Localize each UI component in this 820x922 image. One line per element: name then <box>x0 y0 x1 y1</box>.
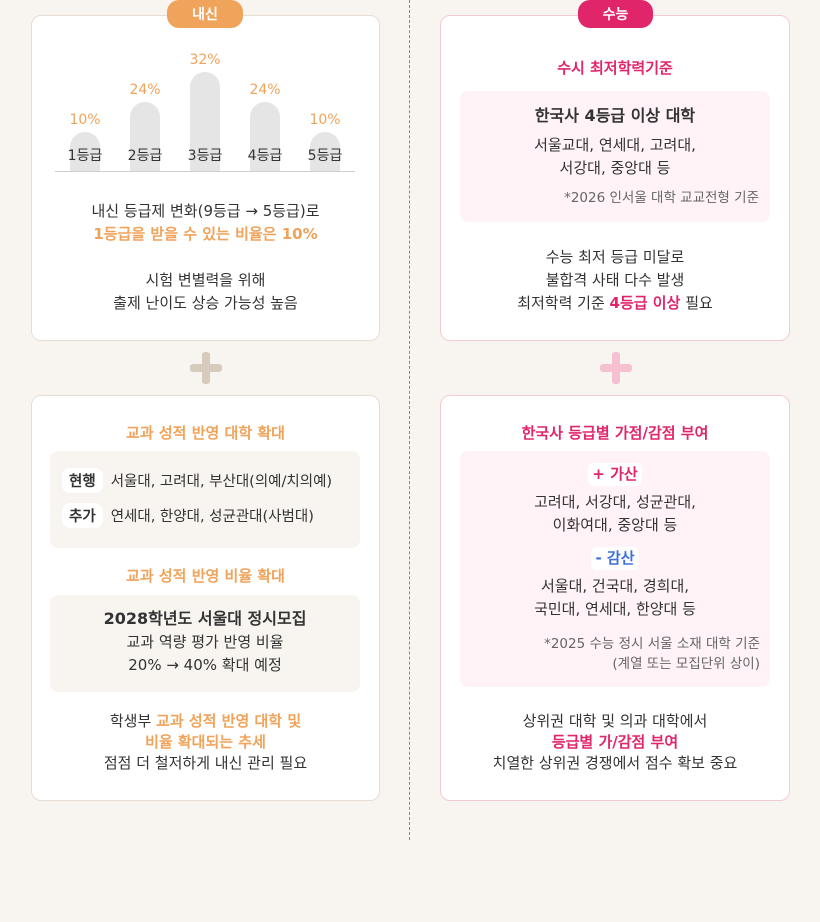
bar-grade-5 <box>310 132 340 172</box>
gyogwa-desc-1: 학생부 교과 성적 반영 대학 및 <box>31 710 380 733</box>
naesin-desc-1: 내신 등급제 변화(9등급 → 5등급)로 <box>91 202 320 220</box>
bar-grade-2 <box>130 102 160 172</box>
suneung-desc-1: 수능 최저 등급 미달로 <box>545 248 685 266</box>
history-desc-1: 상위권 대학 및 의과 대학에서 <box>522 712 708 730</box>
gyogwa-row-current-label: 현행 <box>62 468 103 493</box>
suneung-tag: 수능 <box>578 0 653 28</box>
bar-label-1: 1등급 <box>67 148 103 164</box>
history-plus-label: + 가산 <box>588 463 642 486</box>
bar-label-3: 3등급 <box>187 148 223 164</box>
bar-pct-4: 24% <box>249 82 281 98</box>
history-desc-2: 등급별 가/감점 부여 <box>551 733 679 751</box>
suneung-box-line-2: 서강대, 중앙대 등 <box>559 159 671 177</box>
history-minus-line-1: 서울대, 건국대, 경희대, <box>540 577 690 595</box>
gyogwa-desc-2: 비율 확대되는 추세 <box>145 733 266 751</box>
gyogwa-heading-2: 교과 성적 반영 비율 확대 <box>126 567 285 585</box>
gyogwa-box2-line-1: 교과 역량 평가 반영 비율 <box>126 633 284 651</box>
gyogwa-desc-1-pre: 학생부 <box>109 712 157 730</box>
gyogwa-university-box: 현행 서울대, 고려대, 부산대(의예/치의예) 추가 연세대, 한양대, 성균… <box>50 451 360 548</box>
naesin-tag: 내신 <box>167 0 243 28</box>
naesin-desc-2: 1등급을 받을 수 있는 비율은 10% <box>93 225 318 243</box>
bar-label-5: 5등급 <box>307 148 343 164</box>
center-divider <box>409 0 410 840</box>
history-plus-row: + 가산 <box>460 463 770 486</box>
plus-icon-right <box>600 352 632 384</box>
history-plus-line-2: 이화여대, 중앙대 등 <box>552 516 678 534</box>
gyogwa-row-current-text: 서울대, 고려대, 부산대(의예/치의예) <box>110 474 333 490</box>
gyogwa-heading-1: 교과 성적 반영 대학 확대 <box>126 424 285 442</box>
suneung-desc-3-post: 필요 <box>680 294 713 312</box>
naesin-card <box>31 15 380 341</box>
history-plus-line-1: 고려대, 서강대, 성균관대, <box>534 493 696 511</box>
suneung-heading: 수시 최저학력기준 <box>557 59 673 77</box>
history-note-2: (계열 또는 모집단위 상이) <box>612 656 760 672</box>
history-minus-label: - 감산 <box>591 547 639 570</box>
grade-distribution-chart: 10% 1등급 24% 2등급 32% 3등급 24% 4등급 10% 5등급 <box>55 50 355 172</box>
history-minus-row: - 감산 <box>460 547 770 570</box>
history-minus-line-2: 국민대, 연세대, 한양대 등 <box>534 600 696 618</box>
gyogwa-row-added: 추가 연세대, 한양대, 성균관대(사범대) <box>62 503 314 528</box>
gyogwa-box2-line-2: 20% → 40% 확대 예정 <box>128 656 282 674</box>
bar-pct-1: 10% <box>69 112 101 128</box>
bar-pct-5: 10% <box>309 112 341 128</box>
suneung-desc-3-highlight: 4등급 이상 <box>609 294 681 312</box>
gyogwa-row-added-label: 추가 <box>62 503 103 528</box>
gyogwa-desc-3: 점점 더 철저하게 내신 관리 필요 <box>103 754 308 772</box>
bar-label-4: 4등급 <box>247 148 283 164</box>
gyogwa-desc-1-highlight: 교과 성적 반영 대학 및 <box>156 712 302 730</box>
bar-grade-4 <box>250 102 280 172</box>
chart-baseline <box>55 171 355 172</box>
suneung-info-box: 한국사 4등급 이상 대학 서울교대, 연세대, 고려대, 서강대, 중앙대 등… <box>460 91 770 222</box>
history-info-box: + 가산 고려대, 서강대, 성균관대, 이화여대, 중앙대 등 - 감산 서울… <box>460 451 770 687</box>
suneung-box-line-1: 서울교대, 연세대, 고려대, <box>534 136 696 154</box>
plus-icon-left <box>190 352 222 384</box>
suneung-desc-3-pre: 최저학력 기준 <box>517 294 610 312</box>
suneung-desc-2: 불합격 사태 다수 발생 <box>545 271 685 289</box>
bar-pct-2: 24% <box>129 82 161 98</box>
suneung-desc-3: 최저학력 기준 4등급 이상 필요 <box>440 292 790 315</box>
suneung-box-note: *2026 인서울 대학 교교전형 기준 <box>564 190 759 206</box>
bar-pct-3: 32% <box>189 52 221 68</box>
bar-grade-3 <box>190 72 220 172</box>
gyogwa-row-added-text: 연세대, 한양대, 성균관대(사범대) <box>110 509 314 525</box>
history-desc-3: 치열한 상위권 경쟁에서 점수 확보 중요 <box>492 754 738 772</box>
suneung-box-title: 한국사 4등급 이상 대학 <box>534 106 696 125</box>
gyogwa-row-current: 현행 서울대, 고려대, 부산대(의예/치의예) <box>62 468 332 493</box>
gyogwa-snu-box: 2028학년도 서울대 정시모집 교과 역량 평가 반영 비율 20% → 40… <box>50 595 360 692</box>
gyogwa-box2-title: 2028학년도 서울대 정시모집 <box>103 609 307 628</box>
bar-label-2: 2등급 <box>127 148 163 164</box>
bar-grade-1 <box>70 132 100 172</box>
history-note-1: *2025 수능 정시 서울 소재 대학 기준 <box>544 636 760 652</box>
history-heading: 한국사 등급별 가점/감점 부여 <box>521 424 709 442</box>
naesin-desc-3: 시험 변별력을 위해 <box>145 271 266 289</box>
naesin-desc-4: 출제 난이도 상승 가능성 높음 <box>113 294 298 312</box>
